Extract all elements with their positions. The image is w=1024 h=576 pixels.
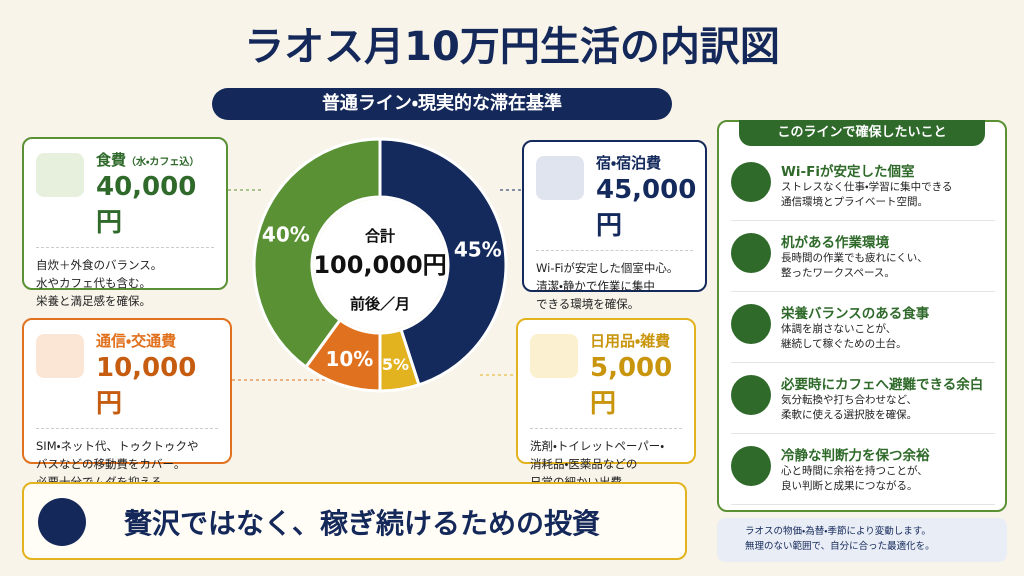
- center-label: 合計: [365, 227, 395, 245]
- icon: [36, 153, 84, 197]
- center-disc: [314, 199, 446, 331]
- desc: 洗剤・トイレットペーパー・: [530, 439, 665, 453]
- icon: [731, 233, 771, 273]
- card-title: 通信・交通費: [96, 332, 177, 350]
- panel-item: 栄養バランスのある食事 体調を崩さないことが、 継続して稼ぐための土台。: [731, 298, 995, 363]
- item-title: 必要時にカフェへ避難できる余白: [781, 377, 984, 393]
- item-title: 栄養バランスのある食事: [781, 306, 930, 322]
- icon: [536, 156, 584, 200]
- banner-text: 贅沢ではなく、稼ぎ続けるための投資: [124, 507, 601, 540]
- banner: 贅沢ではなく、稼ぎ続けるための投資: [22, 482, 687, 560]
- item-title: 机がある作業環境: [781, 235, 889, 251]
- slice-label: 5%: [382, 355, 409, 374]
- slice-label: 45%: [454, 238, 502, 262]
- desc: 自炊＋外食のバランス。: [36, 258, 163, 272]
- note-line: 無理のない範囲で、自分に合った最適化を。: [745, 541, 935, 552]
- desc: 消耗品・医薬品などの: [530, 457, 638, 471]
- card-title: 食費: [96, 151, 127, 169]
- food-card: 食費（水・カフェ込） 40,000円 自炊＋外食のバランス。 水やカフェ代も含む…: [22, 137, 228, 308]
- desc: 清潔・静かで作業に集中: [536, 279, 655, 293]
- desc: Wi-Fiが安定した個室中心。: [536, 261, 679, 275]
- panel-item: Wi-Fiが安定した個室 ストレスなく仕事・学習に集中できる 通信環境とプライベート…: [731, 156, 995, 221]
- item-title: Wi-Fiが安定した個室: [781, 164, 915, 180]
- item-line: 体調を崩さないことが、: [781, 323, 897, 335]
- item-title: 冷静な判断力を保つ余裕: [781, 448, 930, 464]
- center-label: 前後／月: [350, 295, 410, 313]
- note-line: ラオスの物価・為替・季節により変動します。: [745, 526, 931, 537]
- desc: SIM・ネット代、トゥクトゥクや: [36, 439, 199, 453]
- item-line: ストレスなく仕事・学習に集中できる: [781, 181, 953, 193]
- lodging-card: 宿・宿泊費 45,000円 Wi-Fiが安定した個室中心。 清潔・静かで作業に集…: [522, 140, 707, 311]
- center-label: 100,000円: [313, 251, 446, 279]
- desc: バスなどの移動費をカバー。: [36, 457, 186, 471]
- panel-item: 机がある作業環境 長時間の作業でも疲れにくい、 整ったワークスペース。: [731, 227, 995, 292]
- subtitle: 普通ライン・現実的な滞在基準: [212, 88, 672, 120]
- desc: 栄養と満足感を確保。: [36, 294, 151, 308]
- item-desc: 心と時間に余裕を持つことが、 良い判断と成果につながる。: [781, 464, 928, 494]
- desc: できる環境を確保。: [536, 297, 640, 311]
- item-line: 気分転換や打ち合わせなど、: [781, 394, 917, 406]
- item-line: 柔軟に使える選択肢を確保。: [781, 409, 918, 421]
- card-title: 宿・宿泊費: [596, 154, 662, 172]
- icon: [38, 498, 86, 546]
- item-line: 心と時間に余裕を持つことが、: [781, 465, 928, 477]
- card-title: 日用品・雑費: [590, 332, 671, 350]
- amount: 40,000円: [96, 172, 197, 238]
- icon: [36, 334, 84, 378]
- goods-card: 日用品・雑費 5,000円 洗剤・トイレットペーパー・ 消耗品・医薬品などの 日…: [516, 318, 696, 489]
- item-desc: 長時間の作業でも疲れにくい、 整ったワークスペース。: [781, 251, 928, 281]
- card-note: （水・カフェ込）: [126, 157, 200, 168]
- icon: [731, 446, 771, 486]
- item-line: 継続して稼ぐための土台。: [781, 338, 907, 350]
- amount: 45,000円: [596, 175, 697, 241]
- amount: 10,000円: [96, 353, 197, 419]
- icon: [731, 375, 771, 415]
- item-line: 通信環境とプライベート空間。: [781, 196, 928, 208]
- note: ラオスの物価・為替・季節により変動します。 無理のない範囲で、自分に合った最適化…: [717, 518, 1007, 562]
- comm-card: 通信・交通費 10,000円 SIM・ネット代、トゥクトゥクや バスなどの移動費…: [22, 318, 232, 489]
- panel-item: 冷静な判断力を保つ余裕 心と時間に余裕を持つことが、 良い判断と成果につながる。: [731, 440, 995, 505]
- slice-label: 40%: [262, 222, 310, 246]
- amount: 5,000円: [590, 353, 673, 419]
- item-desc: 気分転換や打ち合わせなど、 柔軟に使える選択肢を確保。: [781, 393, 917, 423]
- slice: [378, 137, 508, 387]
- slice-label: 10%: [325, 347, 373, 371]
- desc: 水やカフェ代も含む。: [36, 276, 151, 290]
- icon: [731, 162, 771, 202]
- item-desc: 体調を崩さないことが、 継続して稼ぐための土台。: [781, 322, 907, 352]
- panel-item: 必要時にカフェへ避難できる余白 気分転換や打ち合わせなど、 柔軟に使える選択肢を確保…: [731, 369, 995, 434]
- icon: [731, 304, 771, 344]
- item-line: 整ったワークスペース。: [781, 267, 895, 279]
- panel-title: このラインで確保したいこと: [739, 120, 985, 146]
- item-line: 長時間の作業でも疲れにくい、: [781, 252, 928, 264]
- item-line: 良い判断と成果につながる。: [781, 480, 918, 492]
- panel: このラインで確保したいこと Wi-Fiが安定した個室 ストレスなく仕事・学習に集中…: [717, 120, 1007, 512]
- title: ラオス月10万円生活の内訳図: [244, 24, 780, 70]
- icon: [530, 334, 578, 378]
- item-desc: ストレスなく仕事・学習に集中できる 通信環境とプライベート空間。: [781, 180, 952, 210]
- slice: [252, 137, 382, 370]
